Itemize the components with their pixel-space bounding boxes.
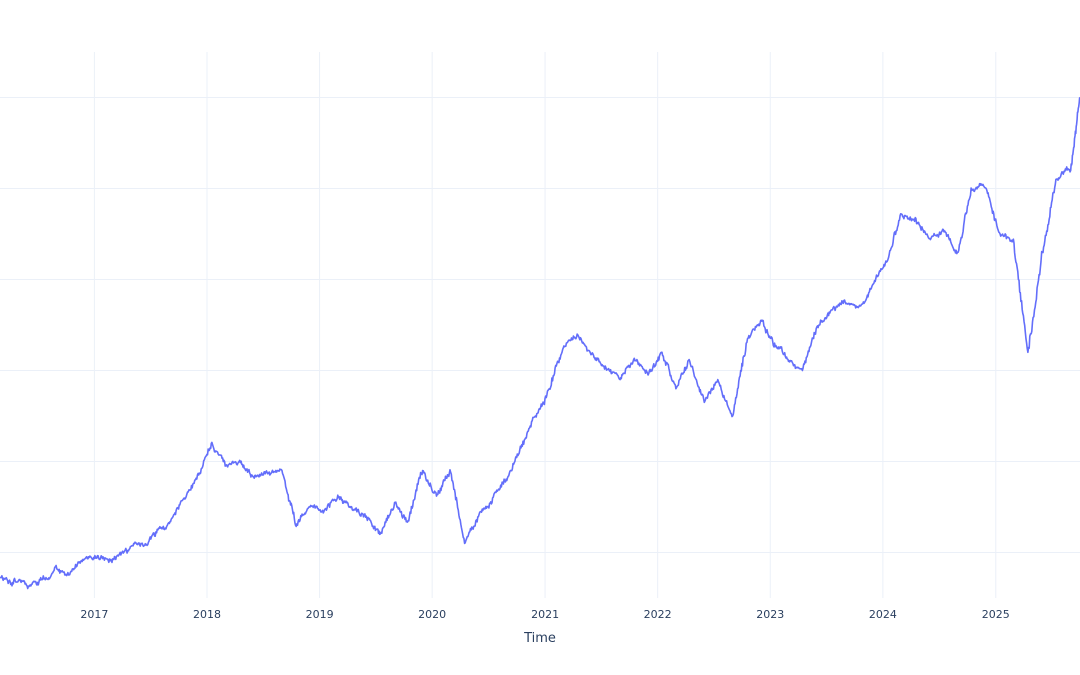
x-tick-label: 2025 (982, 608, 1010, 621)
grid-layer (0, 52, 1080, 598)
x-tick-label: 2024 (869, 608, 897, 621)
x-tick-label: 2018 (193, 608, 221, 621)
x-tick-labels: 2017 2018 2019 2020 2021 2022 2023 2024 2025 (80, 608, 1009, 621)
x-tick-label: 2022 (644, 608, 672, 621)
x-axis-title: Time (523, 631, 556, 646)
x-tick-label: 2023 (756, 608, 784, 621)
x-tick-label: 2017 (80, 608, 108, 621)
series-line (0, 96, 1080, 590)
x-tick-label: 2021 (531, 608, 559, 621)
x-tick-label: 2020 (418, 608, 446, 621)
x-tick-label: 2019 (306, 608, 334, 621)
series-layer (0, 96, 1080, 590)
